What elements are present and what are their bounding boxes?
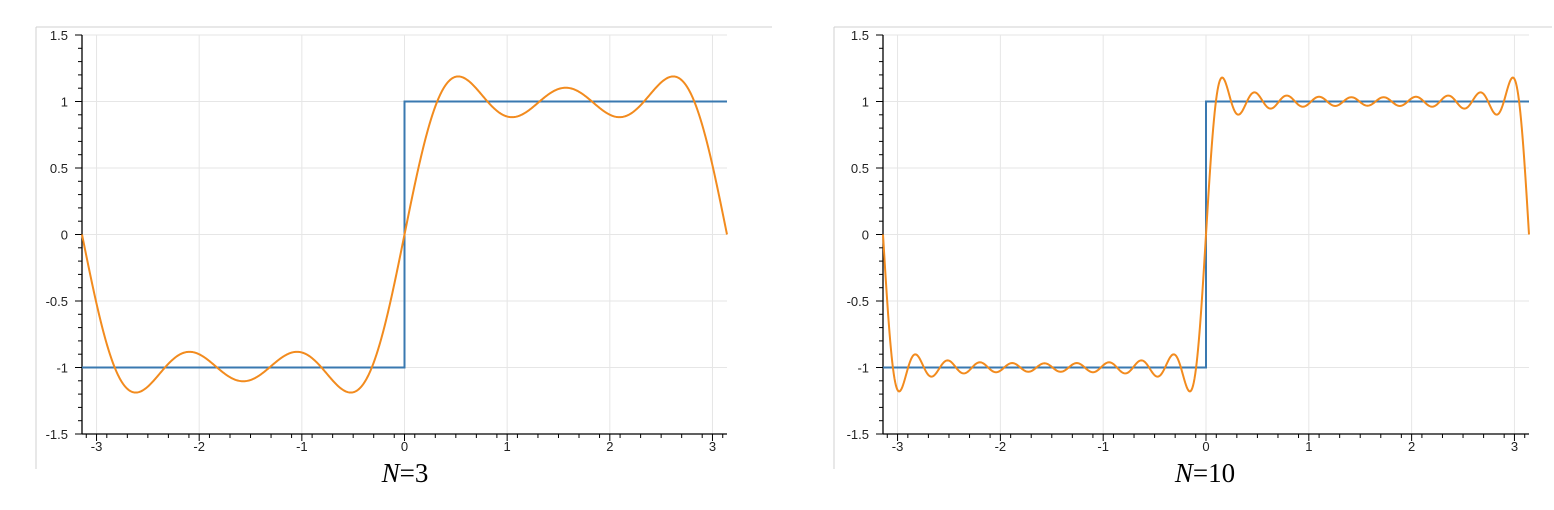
caption-variable: N [381,458,400,488]
chart-svg-n3: -1.5 -1 -0.5 0 0.5 1 1.5 -3 -2 -1 0 1 2 3 [35,26,772,469]
x-tick-label: -3 [91,439,103,454]
y-tick-label: 0.5 [50,161,68,176]
x-tick-label: -1 [296,439,308,454]
x-tick-label: -3 [892,439,904,454]
x-tick-label: 0 [1202,439,1209,454]
y-tick-label: -1.5 [46,427,68,442]
x-tick-label: 3 [709,439,716,454]
y-tick-label: 1 [61,95,68,110]
y-tick-label: 0.5 [851,161,869,176]
y-tick-label: 1 [862,95,869,110]
chart-svg-n10: -1.5 -1 -0.5 0 0.5 1 1.5 -3 -2 -1 0 1 2 3 [833,26,1552,469]
fourier-sum-line [882,76,1530,393]
caption-value: 10 [1208,458,1236,488]
y-tick-label: -1.5 [847,427,869,442]
caption-value: 3 [414,458,429,488]
fourier-sum-line [81,75,728,394]
chart-caption-n10: N=10 [1105,458,1305,489]
chart-caption-n3: N=3 [305,458,505,489]
y-tick-label: 1.5 [851,28,869,43]
y-tick-label: 0 [862,228,869,243]
x-tick-label: 1 [504,439,511,454]
x-tick-label: 3 [1511,439,1518,454]
caption-variable: N [1174,458,1193,488]
x-tick-label: -2 [995,439,1007,454]
chart-panel-n3: -1.5 -1 -0.5 0 0.5 1 1.5 -3 -2 -1 0 1 2 3 N=3 [35,26,772,489]
chart-panel-n10: -1.5 -1 -0.5 0 0.5 1 1.5 -3 -2 -1 0 1 2 3 N=10 [780,0,1554,510]
x-tick-label: 1 [1305,439,1312,454]
x-tick-label: 2 [606,439,613,454]
y-tick-label: -1 [56,361,68,376]
y-tick-label: -0.5 [46,294,68,309]
caption-equals: = [399,458,415,488]
y-tick-label: -0.5 [847,294,869,309]
y-tick-label: -1 [857,361,869,376]
x-tick-label: -1 [1097,439,1109,454]
y-tick-label: 0 [61,228,68,243]
x-tick-label: -2 [193,439,205,454]
caption-equals: = [1192,458,1209,488]
y-tick-label: 1.5 [50,28,68,43]
x-tick-label: 2 [1408,439,1415,454]
x-tick-label: 0 [401,439,408,454]
